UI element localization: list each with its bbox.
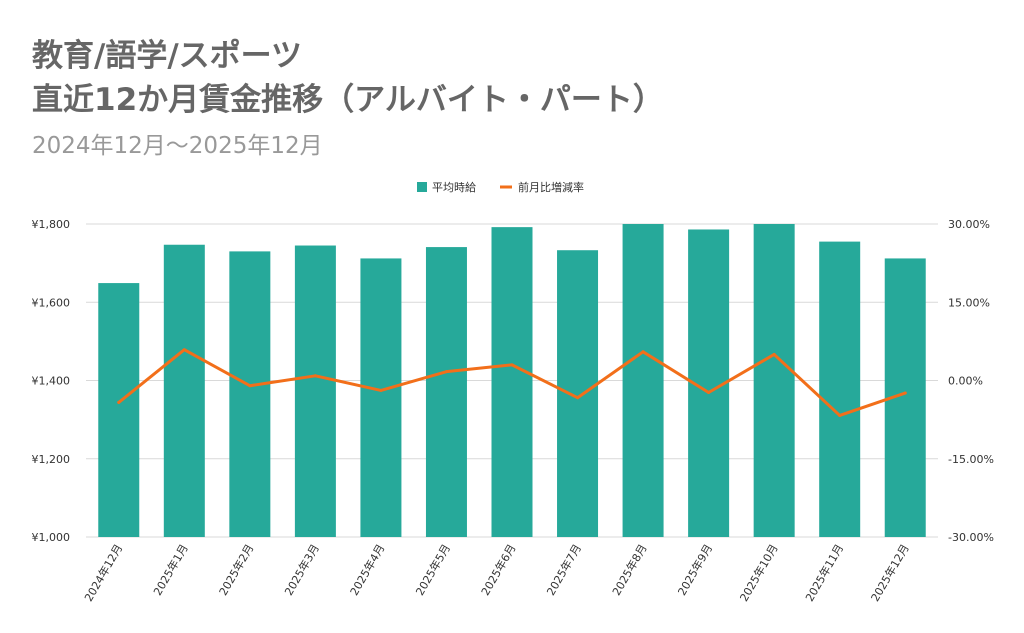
- line-point: [903, 391, 907, 395]
- line-point: [576, 396, 580, 400]
- bar: [425, 247, 467, 538]
- line-point: [838, 413, 842, 417]
- x-tick-label: 2025年8月: [609, 542, 650, 598]
- line-series: [117, 348, 907, 417]
- x-tick-label: 2025年11月: [802, 542, 846, 604]
- bar: [360, 258, 402, 537]
- x-tick-label: 2025年10月: [737, 542, 781, 604]
- legend-bar-label: 平均時給: [432, 180, 476, 194]
- x-tick-label: 2025年5月: [412, 542, 453, 598]
- right-y-tick-label: 30.00%: [948, 218, 990, 231]
- x-tick-label: 2025年2月: [216, 542, 257, 598]
- bar: [294, 245, 336, 538]
- x-tick-label: 2025年4月: [347, 542, 388, 598]
- chart-subtitle: 2024年12月～2025年12月: [32, 133, 323, 159]
- left-y-tick-label: ¥1,000: [32, 531, 71, 544]
- x-tick-label: 2025年7月: [544, 542, 585, 598]
- right-y-tick-label: 0.00%: [948, 375, 983, 388]
- line-point: [248, 384, 252, 388]
- x-tick-label: 2025年1月: [150, 542, 191, 598]
- line-point: [117, 400, 121, 404]
- bar: [819, 241, 861, 537]
- right-y-tick-label: -30.00%: [948, 531, 994, 544]
- x-tick-label: 2025年6月: [478, 542, 519, 598]
- x-tick-label: 2025年12月: [868, 542, 912, 604]
- line-point: [182, 348, 186, 352]
- left-y-tick-label: ¥1,600: [32, 296, 71, 309]
- line-point: [313, 374, 317, 378]
- bar-series: [98, 224, 926, 538]
- left-y-tick-label: ¥1,200: [32, 453, 71, 466]
- chart-title-line2: 直近12か月賃金推移（アルバイト・パート）: [32, 82, 664, 118]
- bar: [753, 224, 795, 537]
- bar: [622, 224, 664, 537]
- x-axis: 2024年12月 2025年1月 2025年2月 2025年3月 2025年4月 2025…: [81, 542, 912, 604]
- x-tick-label: 2025年9月: [675, 542, 716, 598]
- x-tick-label: 2025年3月: [281, 542, 322, 598]
- left-y-tick-label: ¥1,800: [32, 218, 71, 231]
- line-point: [510, 363, 514, 367]
- right-y-tick-label: 15.00%: [948, 296, 990, 309]
- bar: [229, 251, 271, 537]
- line-point: [707, 390, 711, 394]
- x-tick-label: 2024年12月: [81, 542, 125, 604]
- line-point: [379, 388, 383, 392]
- bar: [557, 250, 599, 537]
- line-point: [772, 352, 776, 356]
- legend: 平均時給 前月比増減率: [417, 180, 584, 194]
- bar: [491, 227, 533, 537]
- left-y-tick-label: ¥1,400: [32, 375, 71, 388]
- legend-bar-swatch: [417, 182, 427, 192]
- left-y-axis: ¥1,000 ¥1,200 ¥1,400 ¥1,600 ¥1,800: [32, 218, 71, 544]
- bar: [98, 283, 140, 537]
- right-y-tick-label: -15.00%: [948, 453, 994, 466]
- line-point: [641, 350, 645, 354]
- bar: [163, 244, 205, 537]
- legend-line-label: 前月比増減率: [518, 180, 584, 194]
- right-y-axis: -30.00% -15.00% 0.00% 15.00% 30.00%: [948, 218, 994, 544]
- line-point: [444, 370, 448, 374]
- chart-title-line1: 教育/語学/スポーツ: [32, 38, 303, 74]
